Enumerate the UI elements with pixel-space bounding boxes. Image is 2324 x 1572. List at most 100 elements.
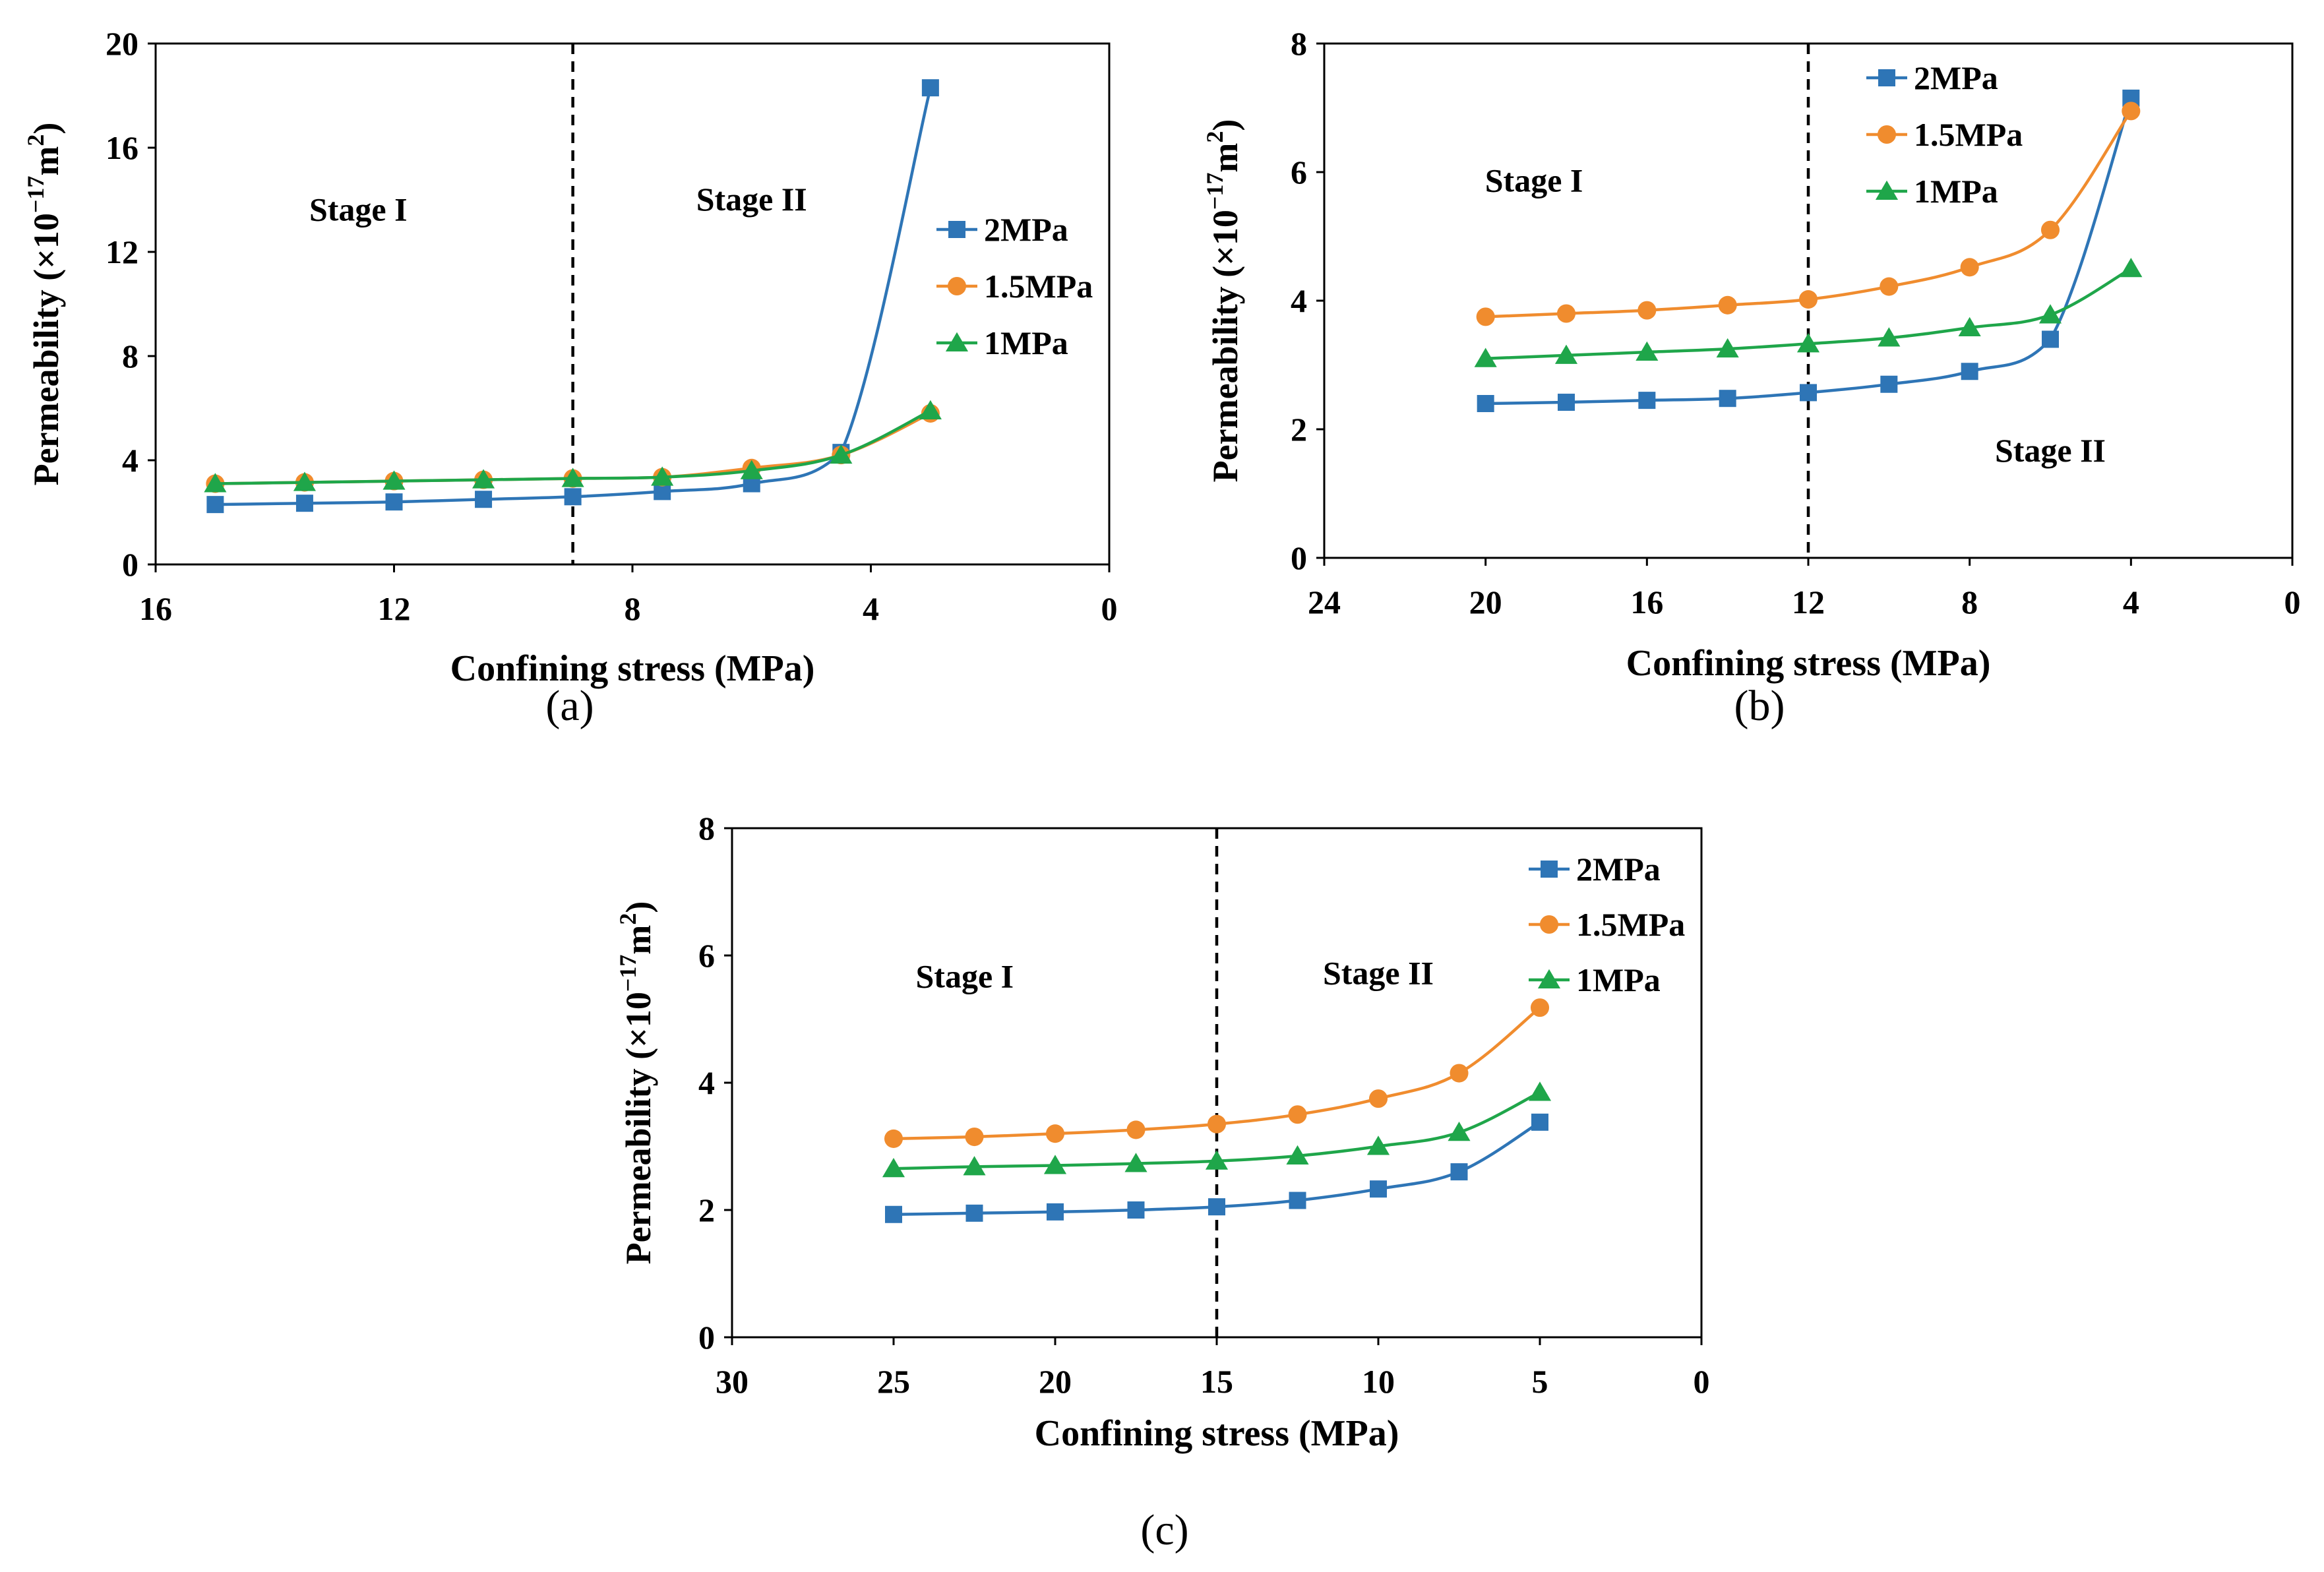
data-point-2MPa [1289, 1192, 1306, 1209]
stage-label: Stage I [1485, 162, 1583, 198]
data-point-1.5MPa [1880, 277, 1899, 296]
data-point-1MPa [561, 468, 584, 487]
legend-label: 2MPa [984, 211, 1068, 248]
y-tick-label: 8 [1291, 25, 1307, 62]
data-point-1.5MPa [1476, 307, 1495, 326]
data-point-2MPa [921, 79, 939, 97]
panel-a: 16 12 8 4 0 0 4 8 12 16 20 Stage I Stage II 2MPa 1.5MP… [22, 25, 1118, 730]
legend-marker-1MPa [1537, 969, 1561, 988]
x-tick-label: 10 [1362, 1363, 1395, 1400]
data-point-2MPa [206, 496, 224, 514]
data-point-1MPa [830, 444, 853, 464]
x-tick-label: 4 [863, 590, 879, 627]
data-point-2MPa [1638, 392, 1656, 409]
data-point-1MPa [919, 400, 942, 419]
data-point-2MPa [885, 1205, 902, 1223]
data-point-2MPa [1558, 394, 1575, 411]
data-point-1MPa [1286, 1145, 1309, 1164]
legend-label: 1.5MPa [984, 268, 1093, 305]
data-point-1MPa [963, 1156, 986, 1176]
y-tick-label: 16 [106, 129, 138, 166]
x-tick-label: 30 [716, 1363, 749, 1400]
y-tick-label: 0 [698, 1319, 715, 1356]
x-tick-label: 16 [139, 590, 172, 627]
data-point-2MPa [1531, 1113, 1548, 1131]
legend-label: 2MPa [1914, 59, 1998, 96]
data-point-1MPa [740, 460, 763, 479]
data-point-1MPa [293, 471, 316, 491]
x-tick-label: 20 [1039, 1363, 1072, 1400]
data-point-1MPa [204, 473, 227, 493]
x-tick-label: 12 [1792, 584, 1825, 620]
y-tick-label: 6 [698, 937, 715, 974]
x-tick-label: 0 [2284, 584, 2301, 620]
x-tick-label: 8 [1961, 584, 1978, 620]
legend-marker-2MPa [1878, 69, 1895, 86]
panel-c: 30 25 20 15 10 5 0 0 2 4 6 8 Stage I Stage II 2MPa 1.5M… [615, 810, 1710, 1554]
data-point-1MPa [2120, 258, 2143, 278]
x-tick-label: 0 [1694, 1363, 1710, 1400]
y-tick-label: 6 [1291, 154, 1307, 191]
data-point-2MPa [1450, 1163, 1468, 1181]
y-tick-label: 12 [106, 233, 138, 270]
data-point-2MPa [1208, 1198, 1225, 1216]
data-point-1.5MPa [1045, 1124, 1065, 1143]
data-point-1MPa [1554, 344, 1578, 364]
y-tick-label: 4 [698, 1064, 715, 1101]
data-point-1.5MPa [1368, 1089, 1388, 1108]
data-point-1MPa [1205, 1150, 1229, 1170]
data-point-1.5MPa [1798, 290, 1818, 309]
legend-marker-1.5MPa [947, 276, 967, 296]
x-tick-label: 24 [1308, 584, 1341, 620]
data-point-1MPa [1043, 1155, 1067, 1174]
data-point-1.5MPa [1637, 301, 1657, 320]
y-axis-title: Permeability (×10−17m2) [615, 901, 658, 1265]
data-point-1MPa [651, 466, 674, 486]
data-point-1MPa [1448, 1122, 1471, 1141]
data-point-1.5MPa [1556, 304, 1576, 323]
data-point-2MPa [1719, 390, 1736, 408]
stage-label: Stage II [696, 181, 807, 218]
data-point-2MPa [295, 495, 313, 512]
x-tick-label: 12 [378, 590, 411, 627]
data-point-1.5MPa [1288, 1105, 1307, 1124]
panel-label: (c) [1140, 1506, 1188, 1554]
stage-label: Stage II [1323, 954, 1434, 991]
data-point-1MPa [1716, 338, 1739, 358]
x-tick-label: 4 [2123, 584, 2139, 620]
series-line-2MPa [1485, 98, 2133, 406]
y-tick-label: 0 [1291, 539, 1307, 576]
legend-marker-1MPa [945, 332, 969, 351]
series-line-2MPa [215, 87, 933, 506]
y-tick-label: 8 [698, 810, 715, 847]
data-point-1MPa [1366, 1135, 1390, 1155]
data-point-1MPa [1958, 317, 1981, 336]
x-tick-label: 16 [1630, 584, 1663, 620]
y-axis-title: Permeability (×10−17m2) [22, 123, 66, 486]
legend-label: 1.5MPa [1914, 116, 2023, 153]
stage-label: Stage II [1995, 432, 2106, 469]
legend-marker-1.5MPa [1539, 915, 1559, 934]
legend-marker-1MPa [1875, 180, 1899, 200]
y-tick-label: 0 [122, 546, 138, 583]
x-tick-label: 5 [1532, 1363, 1548, 1400]
panel-label: (b) [1734, 682, 1785, 730]
legend-label: 1MPa [984, 324, 1068, 361]
data-point-1.5MPa [2122, 102, 2141, 121]
data-point-1.5MPa [1207, 1114, 1227, 1134]
data-point-1.5MPa [884, 1129, 903, 1148]
data-point-2MPa [1477, 395, 1494, 412]
data-point-1MPa [2038, 304, 2062, 324]
y-tick-label: 2 [1291, 411, 1307, 448]
data-point-2MPa [385, 493, 403, 511]
data-point-1.5MPa [1450, 1064, 1469, 1083]
data-point-1MPa [382, 470, 406, 490]
y-tick-label: 2 [698, 1192, 715, 1228]
y-axis-title: Permeability (×10−17m2) [1202, 119, 1245, 483]
data-point-2MPa [1370, 1180, 1387, 1198]
legend-label: 1MPa [1576, 961, 1661, 998]
data-point-2MPa [1127, 1201, 1145, 1219]
data-point-1MPa [1636, 341, 1659, 361]
